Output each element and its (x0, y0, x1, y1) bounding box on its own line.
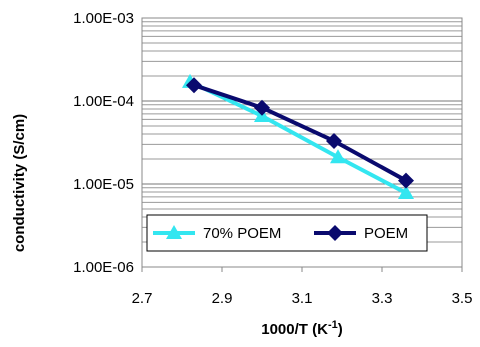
series-2 (186, 77, 414, 189)
y-tick-label: 1.00E-04 (73, 93, 134, 110)
legend-label: POEM (364, 225, 408, 242)
x-tick-label: 3.5 (452, 290, 473, 307)
y-tick-label: 1.00E-05 (73, 176, 134, 193)
x-axis-label-exponent: -1 (328, 319, 338, 331)
x-tick-label: 3.1 (292, 290, 313, 307)
data-point (254, 99, 270, 116)
x-tick-label: 2.9 (212, 290, 233, 307)
y-tick-label: 1.00E-03 (73, 10, 134, 27)
x-axis-ticks: 2.7 2.9 3.1 3.3 3.5 (132, 267, 473, 307)
legend: 70% POEM POEM (146, 214, 428, 252)
series-line (193, 83, 407, 183)
x-tick-label: 2.7 (132, 290, 153, 307)
y-axis-label: conductivity (S/cm) (11, 114, 28, 252)
series-1 (182, 73, 414, 199)
legend-label: 70% POEM (203, 225, 281, 242)
data-point (398, 172, 414, 189)
gridlines (142, 17, 462, 268)
data-series (182, 73, 414, 199)
data-point (186, 77, 202, 94)
data-point (330, 149, 346, 164)
series-line (189, 80, 407, 195)
legend-marker (166, 225, 182, 239)
x-tick-label: 3.3 (372, 290, 393, 307)
data-point (326, 132, 342, 149)
x-axis-label: 1000/T (K-1) (261, 319, 342, 338)
legend-marker (327, 225, 343, 241)
y-tick-label: 1.00E-06 (73, 259, 134, 276)
data-point (398, 184, 414, 199)
y-axis-ticks: 1.00E-06 1.00E-05 1.00E-04 1.00E-03 (73, 10, 134, 276)
